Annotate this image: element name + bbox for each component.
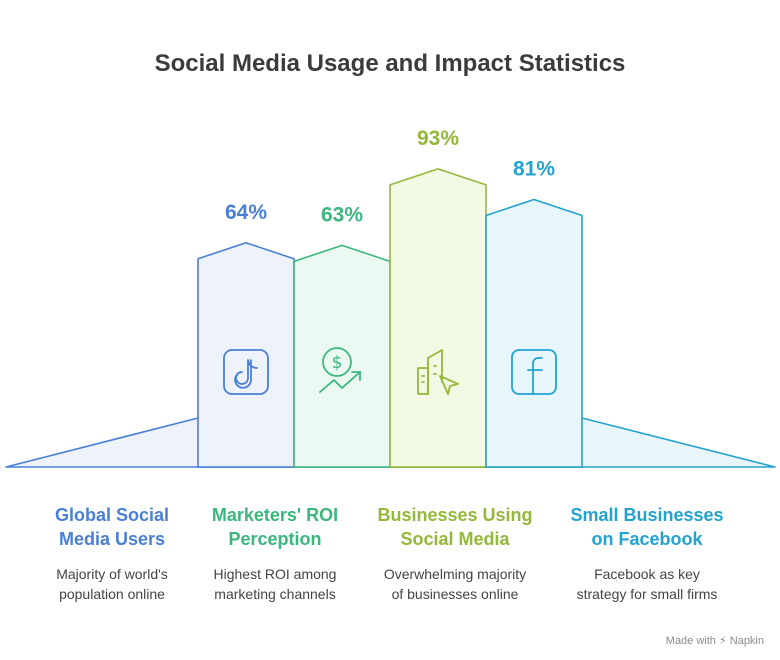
- chart-title: Social Media Usage and Impact Statistics: [154, 50, 626, 77]
- data-label: 81%: [513, 157, 555, 180]
- caption-description: Majority of world's population online: [17, 564, 207, 604]
- caption-businesses-social: Businesses Using Social Media Overwhelmi…: [360, 503, 550, 604]
- bar: [389, 168, 487, 468]
- caption-global-users: Global Social Media Users Majority of wo…: [17, 503, 207, 604]
- caption-title-line: Small Businesses: [570, 505, 724, 525]
- bar: [197, 242, 295, 468]
- data-label: 93%: [417, 127, 459, 150]
- caption-desc-line: strategy for small firms: [576, 586, 718, 602]
- caption-desc-line: population online: [59, 586, 165, 602]
- caption-description: Facebook as key strategy for small firms: [552, 564, 742, 604]
- caption-desc-line: Facebook as key: [594, 566, 700, 582]
- caption-desc-line: Overwhelming majority: [383, 566, 527, 582]
- caption-title: Small Businesses on Facebook: [552, 503, 742, 551]
- caption-title: Marketers' ROI Perception: [180, 503, 370, 551]
- building-cursor-icon: [417, 349, 459, 395]
- caption-title-line: Media Users: [58, 529, 166, 549]
- caption-description: Overwhelming majority of businesses onli…: [360, 564, 550, 604]
- caption-title: Businesses Using Social Media: [360, 503, 550, 551]
- caption-desc-line: Highest ROI among: [213, 566, 337, 582]
- caption-marketers-roi: Marketers' ROI Perception Highest ROI am…: [180, 503, 370, 604]
- caption-title-line: Businesses Using: [377, 505, 533, 525]
- caption-desc-line: marketing channels: [214, 586, 336, 602]
- data-label: 63%: [321, 203, 363, 226]
- caption-description: Highest ROI among marketing channels: [180, 564, 370, 604]
- caption-title-line: Perception: [228, 529, 322, 549]
- caption-desc-line: Majority of world's: [56, 566, 168, 582]
- caption-desc-line: of businesses online: [391, 586, 519, 602]
- dollar-growth-icon: $: [319, 347, 361, 393]
- caption-title-line: Marketers' ROI: [211, 505, 339, 525]
- tiktok-icon: [223, 349, 269, 395]
- svg-text:$: $: [332, 353, 343, 373]
- bar: [293, 244, 391, 468]
- data-label: 64%: [225, 201, 267, 224]
- napkin-watermark: Made with ⚡ Napkin: [665, 635, 764, 647]
- caption-small-business-facebook: Small Businesses on Facebook Facebook as…: [552, 503, 742, 604]
- bar: [485, 198, 583, 468]
- caption-title-line: Social Media: [400, 529, 510, 549]
- caption-title-line: on Facebook: [591, 529, 703, 549]
- caption-title: Global Social Media Users: [17, 503, 207, 551]
- facebook-icon: [511, 349, 557, 395]
- caption-title-line: Global Social: [54, 505, 170, 525]
